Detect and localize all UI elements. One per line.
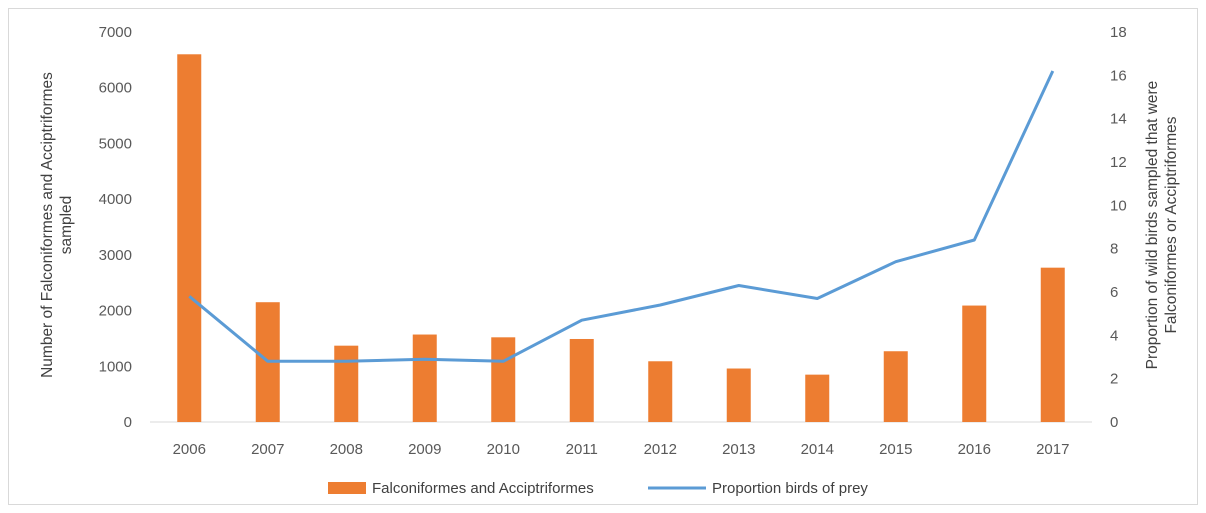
right-axis-title-line2: Falconiformes or Acciptriformes (1163, 116, 1180, 333)
left-axis-title-line1: Number of Falconiformes and Acciptriform… (39, 72, 56, 378)
right-axis-title-line1: Proportion of wild birds sampled that we… (1144, 81, 1161, 370)
left-tick-label: 5000 (99, 135, 132, 152)
bar (491, 337, 516, 422)
left-tick-label: 1000 (99, 358, 132, 375)
line-series (188, 70, 1055, 363)
bar (962, 305, 987, 422)
right-tick-label: 6 (1110, 284, 1118, 301)
bar-series (177, 54, 1065, 423)
x-tick-label: 2011 (566, 441, 598, 458)
x-tick-label: 2017 (1036, 441, 1069, 458)
x-tick-label: 2007 (251, 441, 284, 458)
bar (569, 338, 594, 422)
x-axis: 2006 2007 2008 2009 2010 2011 2012 2013 2014 2015… (173, 441, 1070, 458)
x-tick-label: 2013 (722, 441, 755, 458)
bar (177, 54, 202, 423)
right-tick-label: 16 (1110, 67, 1127, 84)
bar (805, 374, 830, 422)
legend-bar-swatch (328, 482, 366, 494)
legend-line-label: Proportion birds of prey (712, 480, 868, 497)
bar (648, 361, 673, 422)
right-tick-label: 14 (1110, 111, 1127, 128)
x-tick-label: 2015 (879, 441, 912, 458)
x-tick-label: 2014 (801, 441, 834, 458)
bar (334, 345, 359, 422)
left-tick-label: 0 (124, 414, 132, 431)
x-tick-label: 2009 (408, 441, 441, 458)
left-tick-label: 3000 (99, 247, 132, 264)
legend: Falconiformes and Acciptriformes Proport… (328, 480, 868, 497)
chart-frame (8, 8, 1198, 505)
bar (1040, 267, 1065, 422)
bar (726, 368, 751, 422)
left-tick-label: 4000 (99, 191, 132, 208)
right-y-axis: 0 2 4 6 8 10 12 14 16 18 (1110, 24, 1127, 431)
left-y-axis: 0 1000 2000 3000 4000 5000 6000 7000 (99, 24, 132, 431)
x-tick-label: 2006 (173, 441, 206, 458)
bar (883, 351, 908, 422)
right-tick-label: 4 (1110, 327, 1118, 344)
right-tick-label: 0 (1110, 414, 1118, 431)
right-tick-label: 18 (1110, 24, 1127, 41)
left-tick-label: 6000 (99, 80, 132, 97)
legend-bar-label: Falconiformes and Acciptriformes (372, 480, 594, 497)
x-tick-label: 2012 (644, 441, 677, 458)
right-tick-label: 10 (1110, 197, 1127, 214)
right-tick-label: 2 (1110, 371, 1118, 388)
left-tick-label: 2000 (99, 303, 132, 320)
x-tick-label: 2016 (958, 441, 991, 458)
left-tick-label: 7000 (99, 24, 132, 41)
x-tick-label: 2008 (330, 441, 363, 458)
x-tick-label: 2010 (487, 441, 520, 458)
bar (412, 334, 437, 422)
left-axis-title-line2: sampled (58, 196, 75, 255)
right-tick-label: 12 (1110, 154, 1127, 171)
right-tick-label: 8 (1110, 241, 1118, 258)
proportion-line (188, 70, 1055, 363)
